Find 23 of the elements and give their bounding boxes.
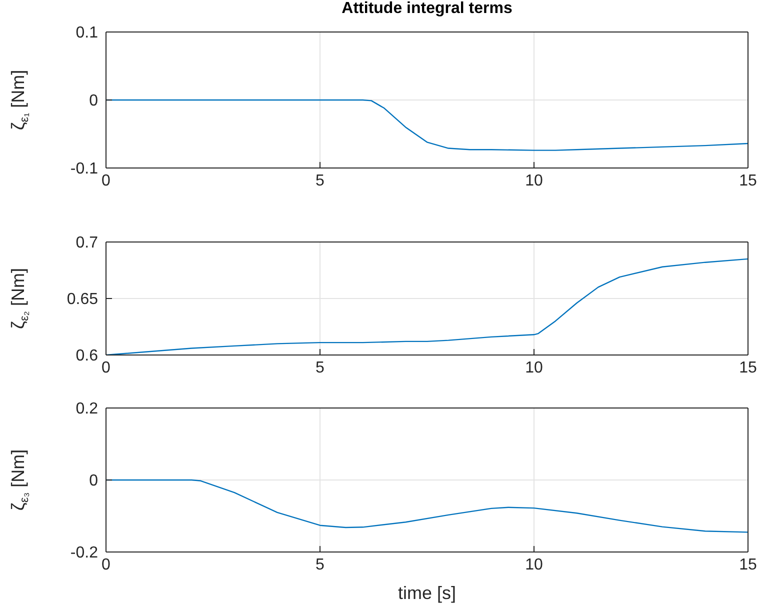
y-tick-label: -0.2 (70, 544, 98, 562)
chart-title: Attitude integral terms (340, 0, 514, 18)
x-tick-label: 5 (316, 359, 325, 376)
x-tick-label: 10 (525, 172, 543, 190)
x-tick-label: 5 (316, 556, 325, 574)
x-tick-label: 15 (739, 359, 757, 376)
x-tick-label: 5 (316, 172, 325, 190)
y-tick-label: 0 (89, 92, 98, 110)
y-tick-label: 0.7 (76, 234, 98, 252)
x-tick-label: 10 (525, 556, 543, 574)
x-axis-title: time [s] (398, 583, 456, 603)
x-tick-label: 0 (102, 172, 111, 190)
x-tick-label: 10 (525, 359, 543, 376)
y-tick-label: 0.1 (76, 24, 98, 42)
y-tick-label: 0.2 (76, 400, 98, 418)
y-tick-label: -0.1 (70, 160, 98, 178)
x-tick-label: 15 (739, 556, 757, 574)
x-tick-label: 0 (102, 556, 111, 574)
x-tick-label: 15 (739, 172, 757, 190)
y-tick-label: 0 (89, 472, 98, 490)
x-tick-label: 0 (102, 359, 111, 376)
y-tick-label: 0.6 (76, 348, 98, 365)
y-tick-label: 0.65 (66, 291, 98, 308)
